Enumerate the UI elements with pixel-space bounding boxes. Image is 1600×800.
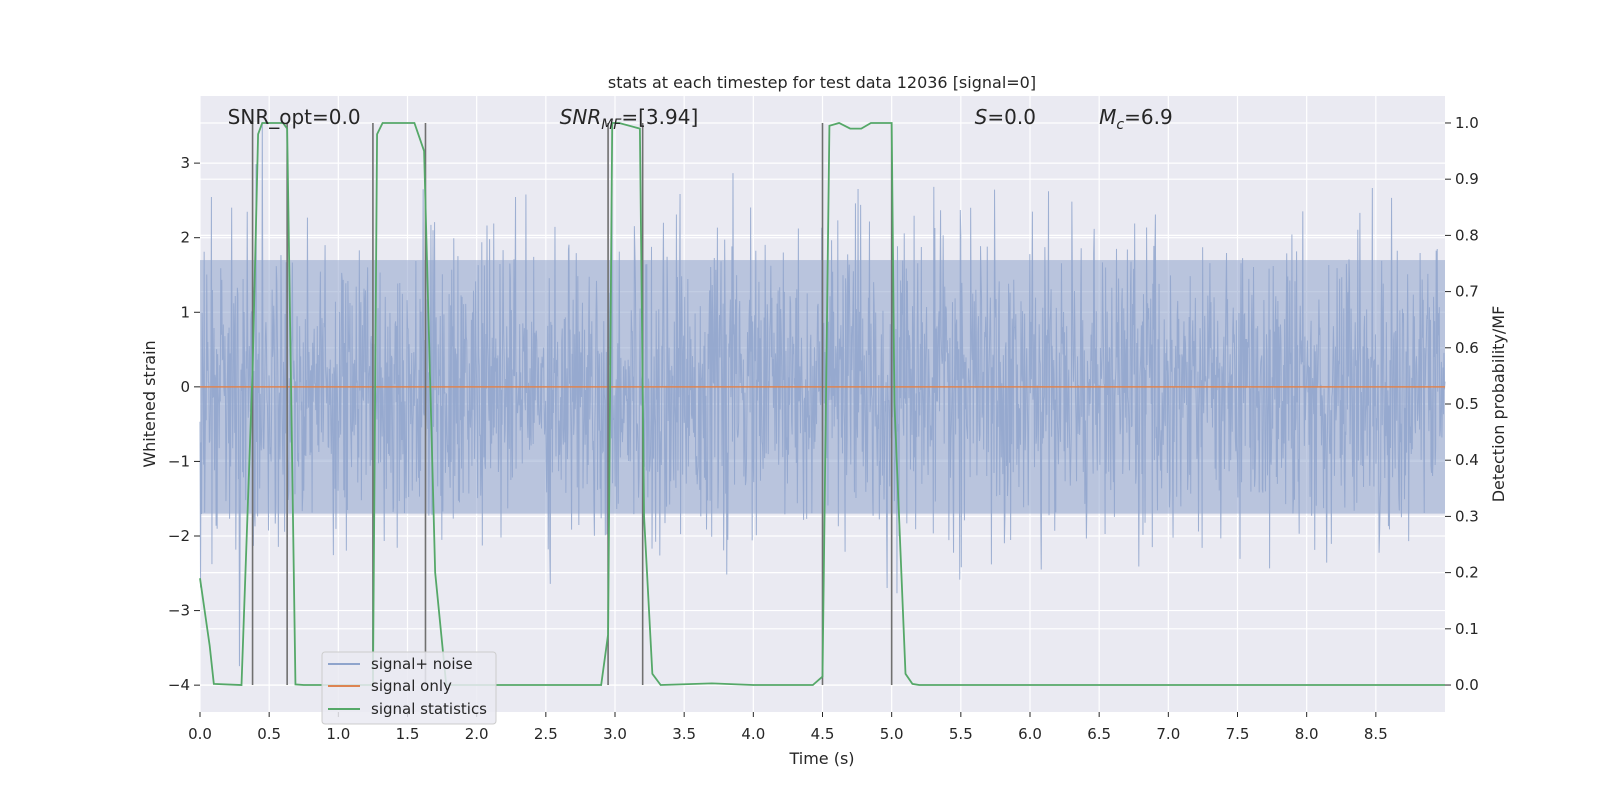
x-tick-label: 2.0	[465, 725, 489, 743]
y-tick-label-right: 0.5	[1455, 395, 1479, 413]
y-tick-label-right: 0.4	[1455, 451, 1479, 469]
y-tick-label-right: 0.7	[1455, 283, 1479, 301]
annotation-subscript: c	[1116, 117, 1124, 133]
x-tick-label: 6.0	[1018, 725, 1042, 743]
legend-label-signal-statistics: signal statistics	[371, 700, 487, 718]
y-tick-label-right: 0.9	[1455, 170, 1479, 188]
x-tick-label: 8.5	[1364, 725, 1388, 743]
legend: signal+ noise signal only signal statist…	[321, 651, 497, 725]
signal-statistics-line	[199, 122, 1445, 686]
series-signal-statistics	[199, 122, 1445, 686]
y-tick-label-left: −2	[168, 527, 190, 545]
annotation-text: Mc=6.9	[1099, 105, 1173, 133]
y-tick-label-left: 2	[180, 229, 190, 247]
y-tick-label-left: 3	[180, 154, 190, 172]
legend-label-signal-only: signal only	[371, 677, 452, 695]
y-tick-label-left: −3	[168, 602, 190, 620]
y-tick-label-right: 0.1	[1455, 620, 1479, 638]
x-tick-label: 2.5	[534, 725, 558, 743]
chart-title: stats at each timestep for test data 120…	[608, 73, 1036, 92]
x-tick-label: 0.5	[257, 725, 281, 743]
y-tick-label-right: 0.0	[1455, 676, 1479, 694]
annotation-subscript: MF	[601, 117, 622, 133]
y-tick-label-left: 1	[180, 303, 190, 321]
x-tick-label: 5.5	[949, 725, 973, 743]
x-tick-label: 0.0	[188, 725, 212, 743]
y-tick-label-right: 0.6	[1455, 339, 1479, 357]
x-tick-label: 8.0	[1295, 725, 1319, 743]
annotation-text: SNR_opt=0.0	[228, 105, 361, 129]
annotation-symbol: SNR	[560, 105, 602, 129]
annotation-symbol: S	[975, 105, 988, 129]
legend-label-signal-plus-noise: signal+ noise	[371, 655, 473, 673]
x-tick-label: 6.5	[1087, 725, 1111, 743]
annotation-text: S=0.0	[975, 105, 1036, 129]
annotation-symbol: M	[1099, 105, 1116, 129]
x-tick-label: 7.5	[1226, 725, 1250, 743]
x-tick-label: 7.0	[1156, 725, 1180, 743]
x-tick-label: 3.5	[672, 725, 696, 743]
annotation-value: =[3.94]	[621, 105, 698, 129]
annotation-value: =0.0	[987, 105, 1036, 129]
y-tick-label-left: −4	[168, 676, 190, 694]
annotations: SNR_opt=0.0 SNRMF=[3.94] S=0.0 Mc=6.9	[228, 105, 1173, 133]
y-tick-label-right: 1.0	[1455, 114, 1479, 132]
x-tick-label: 5.0	[880, 725, 904, 743]
x-tick-label: 1.0	[326, 725, 350, 743]
tick-labels: 0.0 0.5 1.0 1.5 2.0 2.5 3.0 3.5 4.0 4.5 5.0 5.5 6.0 6…	[168, 114, 1479, 743]
y-tick-label-right: 0.3	[1455, 507, 1479, 525]
x-axis-label: Time (s)	[788, 749, 854, 768]
y-tick-label-left: −1	[168, 452, 190, 470]
annotation-value: =6.9	[1124, 105, 1173, 129]
y-tick-label-right: 0.2	[1455, 564, 1479, 582]
annotation-text: SNRMF=[3.94]	[560, 105, 699, 133]
y-tick-label-right: 0.8	[1455, 226, 1479, 244]
x-tick-label: 4.5	[811, 725, 835, 743]
x-tick-label: 1.5	[396, 725, 420, 743]
legend-box	[321, 651, 497, 725]
x-tick-label: 4.0	[741, 725, 765, 743]
x-tick-label: 3.0	[603, 725, 627, 743]
y-axis-label-left: Whitened strain	[140, 340, 159, 467]
y-axis-label-right: Detection probability/MF	[1489, 306, 1508, 503]
y-tick-label-left: 0	[180, 378, 190, 396]
